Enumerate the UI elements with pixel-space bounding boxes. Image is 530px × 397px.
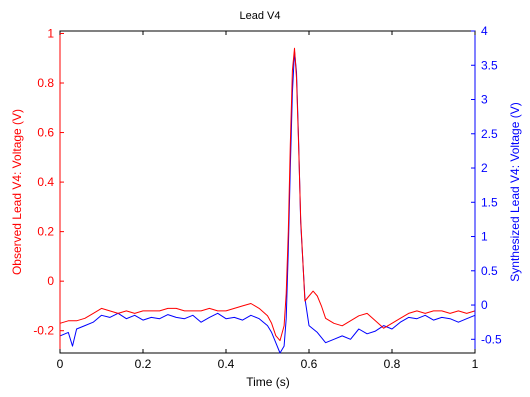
right-tick-label: 4 — [481, 24, 488, 38]
x-tick-label: 0 — [57, 357, 64, 371]
left-tick-label: 0.4 — [37, 175, 54, 189]
right-tick-label: 3 — [481, 93, 488, 107]
right-tick-label: 0 — [481, 298, 488, 312]
x-axis-label: Time (s) — [246, 375, 290, 389]
x-tick-label: 0.6 — [301, 357, 318, 371]
axes-layer: 0 0.2 0.4 0.6 0.8 1-0.200.20.40.60.81-0.500.5… — [33, 24, 502, 371]
right-tick-label: 1.5 — [481, 195, 498, 209]
x-tick-label: 0.2 — [135, 357, 152, 371]
series-layer — [59, 47, 476, 354]
right-tick-label: 0.5 — [481, 264, 498, 278]
left-tick-label: 0.6 — [37, 126, 54, 140]
x-tick-label: 1 — [472, 357, 479, 371]
left-axis-label: Observed Lead V4: Voltage (V) — [10, 109, 24, 275]
x-tick-label: 0.8 — [384, 357, 401, 371]
observed-series-line — [59, 47, 476, 342]
left-tick-label: 1 — [47, 26, 54, 40]
plot-frame — [59, 30, 476, 354]
left-tick-label: -0.2 — [33, 324, 54, 338]
synthesized-series-line — [59, 51, 476, 354]
chart-title: Lead V4 — [240, 10, 281, 22]
left-tick-label: 0 — [47, 274, 54, 288]
right-tick-label: -0.5 — [481, 332, 502, 346]
right-tick-label: 1 — [481, 230, 488, 244]
left-tick-label: 0.8 — [37, 76, 54, 90]
right-tick-label: 2 — [481, 161, 488, 175]
right-tick-label: 3.5 — [481, 58, 498, 72]
x-tick-label: 0.4 — [218, 357, 235, 371]
right-tick-label: 2.5 — [481, 127, 498, 141]
right-axis-label: Synthesized Lead V4: Voltage (V) — [508, 102, 522, 281]
left-tick-label: 0.2 — [37, 225, 54, 239]
